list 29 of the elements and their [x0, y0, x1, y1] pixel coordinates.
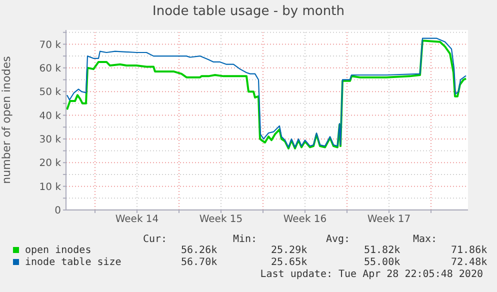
- y-tick-label: 40 k: [39, 110, 62, 122]
- text: 55.00k: [364, 257, 400, 268]
- y-tick-label: 50 k: [39, 87, 62, 98]
- text: 25.29k: [271, 245, 308, 256]
- chart-title: Inode table usage - by month: [152, 4, 346, 19]
- text: 56.70k: [181, 257, 218, 268]
- text: Last update: Tue Apr 28 22:05:48 2020: [260, 269, 483, 280]
- text: 72.48k: [451, 257, 488, 268]
- text: 25.65k: [271, 257, 308, 268]
- x-tick-label: Week 14: [115, 214, 159, 226]
- y-tick-label: 0: [54, 206, 61, 217]
- y-axis-title: number of open inodes: [0, 56, 13, 184]
- text: 56.26k: [181, 245, 218, 256]
- x-tick-label: Week 17: [367, 214, 411, 226]
- text: 71.86k: [451, 245, 488, 256]
- y-tick-label: 60 k: [39, 63, 62, 74]
- y-tick-label: 70 k: [39, 40, 62, 51]
- y-tick-label: 20 k: [39, 158, 62, 170]
- legend-label: inode table size: [24, 257, 122, 268]
- text: Avg:: [326, 234, 350, 245]
- y-tick-label: 30 k: [39, 134, 62, 146]
- text: 51.82k: [364, 245, 400, 256]
- text: Max:: [413, 234, 438, 245]
- y-tick-label: 10 k: [39, 182, 62, 193]
- text: Min:: [233, 234, 258, 245]
- x-tick-label: Week 16: [283, 214, 327, 226]
- legend-label: open inodes: [24, 245, 92, 256]
- text: Cur:: [143, 234, 168, 245]
- x-tick-label: Week 15: [199, 214, 243, 226]
